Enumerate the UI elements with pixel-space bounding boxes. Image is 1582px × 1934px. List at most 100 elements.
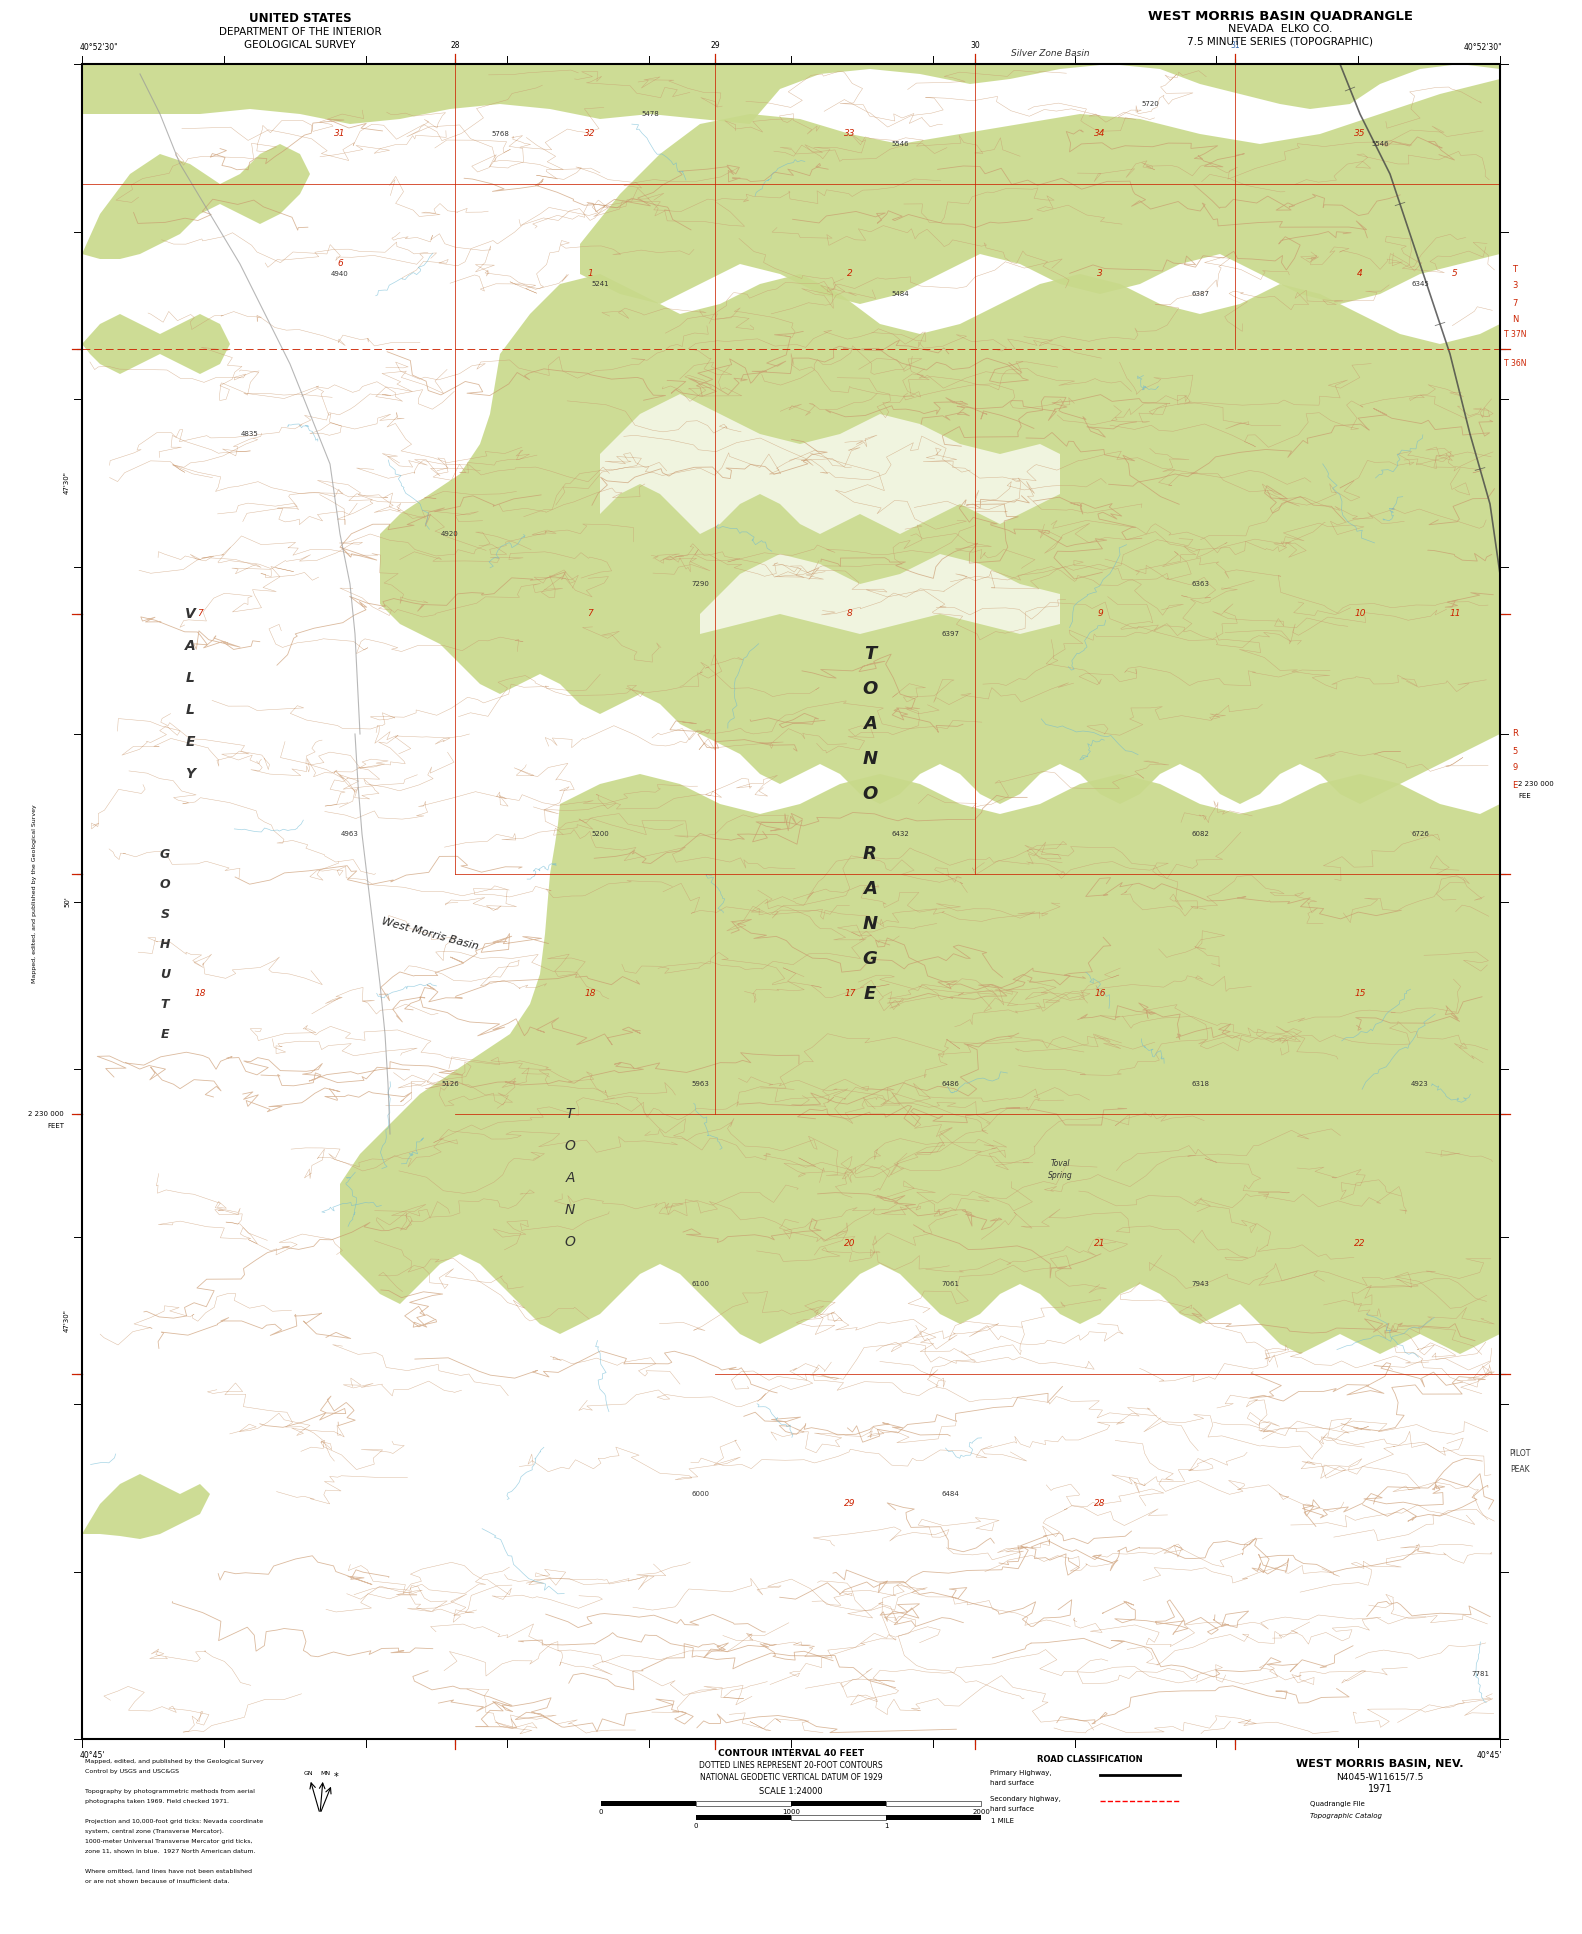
- Text: 6484: 6484: [941, 1491, 959, 1497]
- Polygon shape: [82, 1474, 210, 1539]
- Text: 5546: 5546: [1372, 141, 1389, 147]
- Text: O: O: [565, 1236, 576, 1249]
- Bar: [886, 1801, 981, 1806]
- Text: V: V: [185, 607, 195, 621]
- Text: 33: 33: [845, 130, 856, 139]
- Polygon shape: [340, 774, 1500, 1354]
- Text: *: *: [334, 1772, 339, 1781]
- Text: GEOLOGICAL SURVEY: GEOLOGICAL SURVEY: [244, 41, 356, 50]
- Text: 6432: 6432: [891, 832, 910, 837]
- Text: 40°52'30": 40°52'30": [1463, 43, 1501, 52]
- Text: 40°45': 40°45': [1476, 1750, 1501, 1760]
- Bar: [696, 1814, 791, 1820]
- Text: DEPARTMENT OF THE INTERIOR: DEPARTMENT OF THE INTERIOR: [218, 27, 381, 37]
- Text: H: H: [160, 938, 171, 950]
- Text: 7: 7: [1512, 298, 1517, 308]
- Text: E: E: [161, 1027, 169, 1040]
- Text: 1: 1: [884, 1824, 888, 1830]
- Text: Toval: Toval: [1050, 1160, 1069, 1168]
- Text: 40°52'30": 40°52'30": [81, 43, 119, 52]
- Text: 4923: 4923: [1411, 1081, 1429, 1087]
- Polygon shape: [82, 313, 229, 373]
- Text: 6387: 6387: [1191, 290, 1209, 298]
- Text: 29: 29: [845, 1499, 856, 1509]
- Text: 2 230 000: 2 230 000: [1519, 781, 1554, 787]
- Text: R: R: [1512, 729, 1519, 739]
- Text: 7.5 MINUTE SERIES (TOPOGRAPHIC): 7.5 MINUTE SERIES (TOPOGRAPHIC): [1186, 37, 1373, 46]
- Text: 5200: 5200: [592, 832, 609, 837]
- Text: 2: 2: [846, 269, 853, 278]
- Text: 3: 3: [1098, 269, 1103, 278]
- Text: 34: 34: [1095, 130, 1106, 139]
- Text: T 37N: T 37N: [1504, 331, 1527, 338]
- Text: 7: 7: [198, 609, 202, 619]
- Text: 7: 7: [587, 609, 593, 619]
- Text: Control by USGS and USC&GS: Control by USGS and USC&GS: [85, 1770, 179, 1773]
- Text: DOTTED LINES REPRESENT 20-FOOT CONTOURS: DOTTED LINES REPRESENT 20-FOOT CONTOURS: [699, 1762, 883, 1770]
- Text: O: O: [565, 1139, 576, 1153]
- Text: 4963: 4963: [342, 832, 359, 837]
- Text: 28: 28: [1095, 1499, 1106, 1509]
- Text: 8: 8: [846, 609, 853, 619]
- Text: PILOT: PILOT: [1509, 1449, 1531, 1458]
- Text: 6726: 6726: [1411, 832, 1429, 837]
- Text: N: N: [1512, 315, 1519, 325]
- Text: N: N: [565, 1203, 576, 1216]
- Text: 10: 10: [1354, 609, 1365, 619]
- Text: photographs taken 1969. Field checked 1971.: photographs taken 1969. Field checked 19…: [85, 1799, 229, 1804]
- Text: 5478: 5478: [641, 110, 658, 116]
- Text: 18: 18: [195, 990, 206, 998]
- Text: O: O: [862, 681, 878, 698]
- Bar: [791, 1814, 886, 1820]
- Text: 5: 5: [1452, 269, 1459, 278]
- Text: 32: 32: [584, 130, 596, 139]
- Text: 18: 18: [584, 990, 596, 998]
- Bar: [82, 64, 1500, 1739]
- Text: A: A: [565, 1170, 574, 1186]
- Text: 47'30": 47'30": [63, 472, 70, 495]
- Text: hard surface: hard surface: [990, 1779, 1035, 1785]
- Text: 6397: 6397: [941, 630, 959, 636]
- Text: 11: 11: [1449, 609, 1460, 619]
- Polygon shape: [699, 553, 1060, 634]
- Text: FEE: FEE: [1519, 793, 1531, 799]
- Text: 31: 31: [334, 130, 346, 139]
- Text: 7943: 7943: [1191, 1280, 1209, 1286]
- Bar: [82, 64, 1500, 1739]
- Text: Quadrangle File: Quadrangle File: [1310, 1801, 1365, 1806]
- Text: 4940: 4940: [331, 271, 350, 277]
- Text: 29: 29: [710, 41, 720, 50]
- Text: GN: GN: [304, 1772, 313, 1775]
- Text: 7061: 7061: [941, 1280, 959, 1286]
- Polygon shape: [82, 143, 310, 259]
- Text: 28: 28: [451, 41, 460, 50]
- Text: 6363: 6363: [1191, 580, 1209, 588]
- Text: 4920: 4920: [441, 532, 459, 538]
- Text: MN: MN: [320, 1772, 331, 1775]
- Text: West Morris Basin: West Morris Basin: [380, 917, 479, 952]
- Text: 30: 30: [970, 41, 979, 50]
- Text: 1: 1: [587, 269, 593, 278]
- Polygon shape: [581, 79, 1500, 304]
- Text: 2 230 000: 2 230 000: [28, 1110, 63, 1118]
- Text: 6318: 6318: [1191, 1081, 1209, 1087]
- Text: T: T: [566, 1106, 574, 1122]
- Text: 40°45': 40°45': [81, 1750, 106, 1760]
- Text: G: G: [862, 950, 878, 969]
- Text: L: L: [185, 702, 195, 718]
- Text: 5768: 5768: [490, 132, 509, 137]
- Text: Spring: Spring: [1047, 1172, 1073, 1180]
- Text: UNITED STATES: UNITED STATES: [248, 12, 351, 25]
- Text: 47'30": 47'30": [63, 1309, 70, 1333]
- Text: 4835: 4835: [240, 431, 259, 437]
- Text: 6486: 6486: [941, 1081, 959, 1087]
- Text: N: N: [862, 915, 878, 932]
- Bar: [696, 1801, 791, 1806]
- Text: 5241: 5241: [592, 280, 609, 286]
- Text: hard surface: hard surface: [990, 1806, 1035, 1812]
- Text: A: A: [864, 716, 876, 733]
- Text: E: E: [1512, 781, 1517, 789]
- Text: A: A: [185, 638, 195, 654]
- Text: R: R: [864, 845, 876, 863]
- Text: 1 MILE: 1 MILE: [990, 1818, 1014, 1824]
